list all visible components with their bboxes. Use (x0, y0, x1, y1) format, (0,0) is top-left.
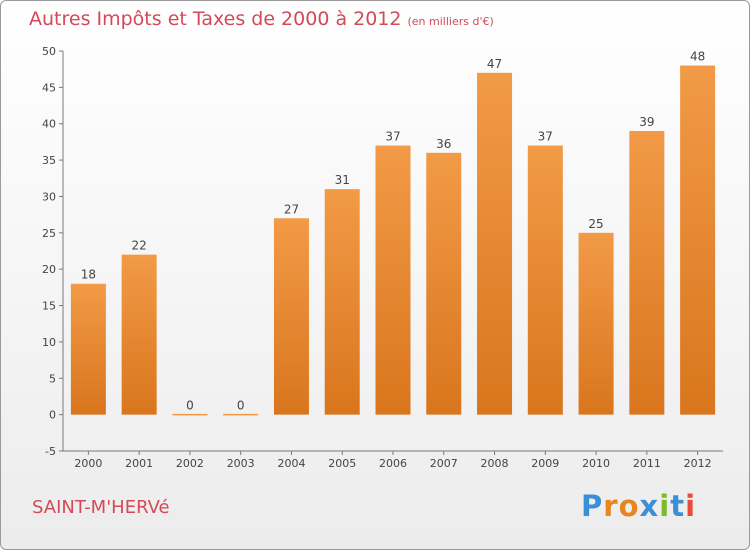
y-tick-label: 15 (42, 300, 56, 313)
x-tick-label-2000: 2000 (74, 457, 102, 470)
x-tick-label-2012: 2012 (684, 457, 712, 470)
chart-unit: (en milliers d'€) (407, 15, 494, 28)
data-label-2002: 0 (186, 399, 194, 413)
x-tick-label-2003: 2003 (227, 457, 255, 470)
y-tick-label: 25 (42, 227, 56, 240)
x-tick-label-2010: 2010 (582, 457, 610, 470)
bar-2001 (121, 254, 157, 415)
x-tick-label-2006: 2006 (379, 457, 407, 470)
data-label-2010: 25 (588, 217, 603, 231)
bar-2007 (426, 152, 462, 415)
data-label-2008: 47 (487, 57, 502, 71)
brand-logo-letter: P (581, 489, 604, 523)
x-tick-label-2005: 2005 (328, 457, 356, 470)
bar-2006 (375, 145, 411, 415)
y-tick-label: 0 (49, 409, 56, 422)
x-tick-label-2007: 2007 (430, 457, 458, 470)
chart-title-text: Autres Impôts et Taxes de 2000 à 2012 (29, 8, 402, 30)
bar-2009 (527, 145, 563, 415)
bar-2004 (273, 218, 309, 415)
data-label-2012: 48 (690, 50, 705, 64)
y-tick-label: 10 (42, 336, 56, 349)
bar-2012 (680, 65, 716, 415)
data-label-2005: 31 (335, 173, 350, 187)
y-tick-label: 5 (49, 372, 56, 385)
x-tick-label-2001: 2001 (125, 457, 153, 470)
brand-logo-letter: o (618, 489, 640, 523)
chart-title: Autres Impôts et Taxes de 2000 à 2012 (en… (29, 8, 494, 30)
y-tick-label: 30 (42, 190, 56, 203)
x-tick-label-2011: 2011 (633, 457, 661, 470)
bar-2008 (477, 72, 513, 415)
brand-logo-letter: i (659, 489, 671, 523)
y-tick-label: -5 (45, 445, 56, 458)
data-label-2003: 0 (237, 399, 245, 413)
y-tick-label: 35 (42, 154, 56, 167)
x-tick-label-2002: 2002 (176, 457, 204, 470)
x-tick-label-2009: 2009 (531, 457, 559, 470)
y-tick-label: 40 (42, 118, 56, 131)
data-label-2004: 27 (284, 202, 299, 216)
bar-2010 (578, 232, 614, 415)
x-tick-label-2008: 2008 (481, 457, 509, 470)
x-tick-label-2004: 2004 (277, 457, 305, 470)
bar-2000 (70, 283, 106, 415)
y-tick-label: 45 (42, 81, 56, 94)
data-label-2009: 37 (538, 130, 553, 144)
data-label-2000: 18 (81, 268, 96, 282)
data-label-2011: 39 (639, 115, 654, 129)
axes: -5 0 5 10 15 20 25 30 35 40 45 50 2000 2001 2002 2003 20… (42, 45, 723, 470)
bar-2011 (629, 131, 665, 415)
bar-2005 (324, 189, 360, 415)
bars (70, 65, 716, 416)
data-label-2006: 37 (385, 130, 400, 144)
brand-logo-letter: i (685, 489, 697, 523)
brand-logo-letter: x (639, 489, 660, 523)
brand-logo-letter: r (603, 489, 619, 523)
brand-logo: Proxiti (581, 489, 696, 523)
data-label-2001: 22 (132, 239, 147, 253)
data-label-2007: 36 (436, 137, 451, 151)
data-labels: 18 22 0 0 27 31 37 36 47 37 25 39 48 (81, 50, 706, 413)
y-tick-label: 20 (42, 263, 56, 276)
brand-logo-letter: t (670, 489, 686, 523)
y-tick-label: 50 (42, 45, 56, 58)
location-name: SAINT-M'HERVé (32, 497, 170, 518)
